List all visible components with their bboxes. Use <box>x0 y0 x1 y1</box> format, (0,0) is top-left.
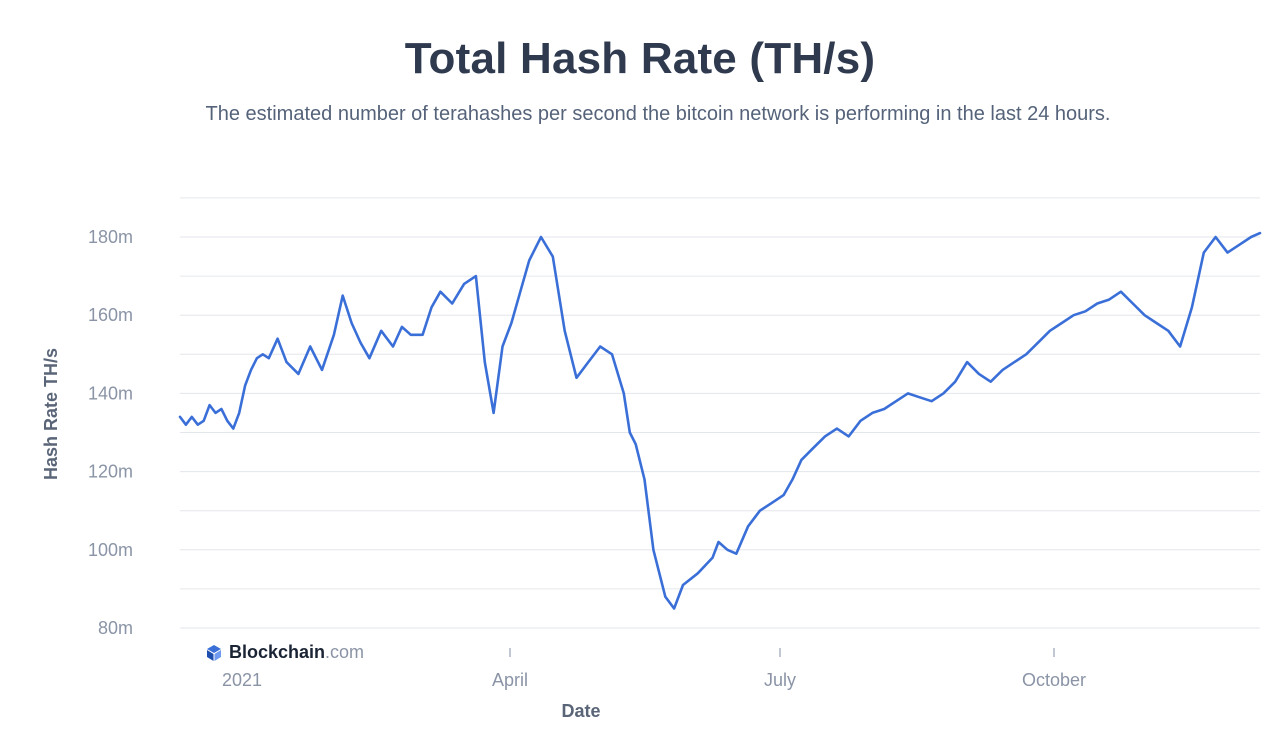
blockchain-cube-icon <box>207 644 221 661</box>
series-layer <box>178 231 1262 610</box>
x-tick-label: July <box>764 670 796 690</box>
brand-suffix: .com <box>325 642 365 662</box>
y-axis-ticks: 80m 100m 120m 140m 160m 180m <box>88 227 133 638</box>
brand-logo: Blockchain .com <box>205 642 364 663</box>
y-tick-label: 180m <box>88 227 133 247</box>
y-tick-label: 160m <box>88 305 133 325</box>
brand-name: Blockchain <box>229 642 326 662</box>
x-tick-label: October <box>1022 670 1086 690</box>
chart-title: Total Hash Rate (TH/s) <box>404 34 876 83</box>
y-tick-label: 100m <box>88 540 133 560</box>
y-tick-label: 120m <box>88 462 133 482</box>
x-tick-label: 2021 <box>222 670 262 690</box>
grid-lines <box>180 197 1260 629</box>
y-axis-label: Hash Rate TH/s <box>41 348 61 480</box>
series-line-hash-rate <box>178 231 1262 610</box>
x-axis-label: Date <box>561 701 600 721</box>
chart-subtitle: The estimated number of terahashes per s… <box>205 103 1111 125</box>
x-tick-label: April <box>492 670 528 690</box>
y-tick-label: 140m <box>88 383 133 403</box>
x-axis-ticks: 2021 April July October <box>222 648 1086 690</box>
y-tick-label: 80m <box>98 618 133 638</box>
